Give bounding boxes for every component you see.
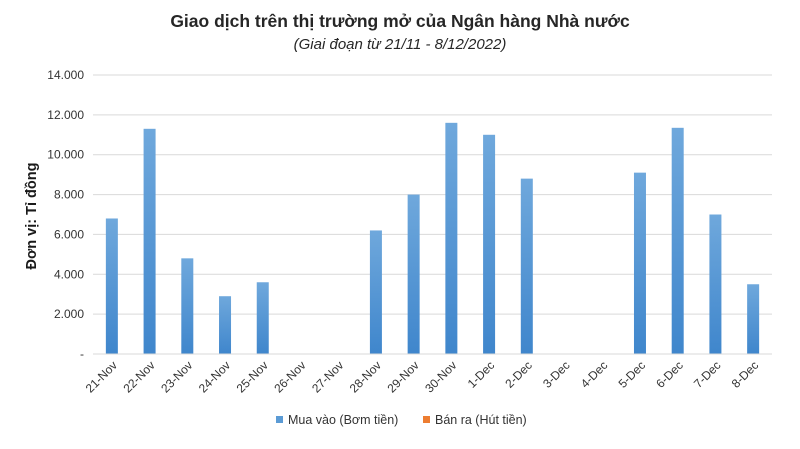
x-tick-label: 29-Nov	[385, 358, 422, 395]
y-tick-label: 2.000	[54, 307, 84, 321]
x-tick-label: 23-Nov	[158, 358, 195, 395]
bar-8-Dec	[747, 284, 760, 354]
y-axis-ticks: - 2.000 4.000 6.000 8.000 10.000 12.000 14.000	[47, 68, 84, 361]
bar-7-Dec	[709, 214, 722, 354]
bar-5-Dec	[633, 172, 646, 354]
chart-subtitle: (Giai đoạn từ 21/11 - 8/12/2022)	[293, 36, 507, 53]
x-tick-label: 21-Nov	[83, 358, 120, 395]
gridlines	[93, 74, 772, 315]
bar-22-Nov	[143, 128, 156, 354]
x-tick-label: 24-Nov	[196, 358, 233, 395]
y-tick-label: 4.000	[54, 267, 84, 281]
x-tick-label: 6-Dec	[653, 358, 686, 391]
legend: Mua vào (Bơm tiền) Bán ra (Hút tiền)	[276, 413, 527, 427]
x-tick-label: 26-Nov	[271, 358, 308, 395]
y-tick-label: 10.000	[47, 148, 84, 162]
bars	[105, 122, 760, 354]
y-tick-label: 6.000	[54, 227, 84, 241]
bar-28-Nov	[369, 230, 382, 354]
x-axis-ticks: 21-Nov 22-Nov 23-Nov 24-Nov 25-Nov 26-Nov 27-N…	[83, 358, 762, 395]
legend-label: Bán ra (Hút tiền)	[435, 413, 527, 427]
y-tick-label: 12.000	[47, 108, 84, 122]
legend-swatch	[276, 416, 283, 423]
x-tick-label: 8-Dec	[729, 358, 762, 391]
y-axis-label: Đơn vị: Tỉ đồng	[24, 163, 40, 270]
bar-25-Nov	[256, 282, 269, 354]
x-tick-label: 4-Dec	[578, 358, 611, 391]
y-tick-label: 14.000	[47, 68, 84, 82]
bar-30-Nov	[445, 122, 458, 354]
x-tick-label: 27-Nov	[309, 358, 346, 395]
x-tick-label: 22-Nov	[120, 358, 157, 395]
bar-6-Dec	[671, 127, 684, 354]
x-tick-label: 1-Dec	[465, 358, 498, 391]
bar-24-Nov	[219, 296, 232, 354]
x-tick-label: 28-Nov	[347, 358, 384, 395]
chart-title: Giao dịch trên thị trường mở của Ngân hà…	[170, 11, 630, 31]
bar-2-Dec	[520, 178, 533, 354]
x-tick-label: 7-Dec	[691, 358, 724, 391]
bar-21-Nov	[105, 218, 118, 354]
x-tick-label: 2-Dec	[502, 358, 535, 391]
bar-29-Nov	[407, 194, 420, 354]
legend-swatch	[423, 416, 430, 423]
x-tick-label: 30-Nov	[422, 358, 459, 395]
x-tick-label: 3-Dec	[540, 358, 573, 391]
x-tick-label: 25-Nov	[234, 358, 271, 395]
y-tick-label: -	[80, 347, 84, 361]
legend-label: Mua vào (Bơm tiền)	[288, 413, 398, 427]
y-tick-label: 8.000	[54, 188, 84, 202]
bar-1-Dec	[483, 134, 496, 354]
bar-23-Nov	[181, 258, 194, 354]
x-tick-label: 5-Dec	[616, 358, 649, 391]
